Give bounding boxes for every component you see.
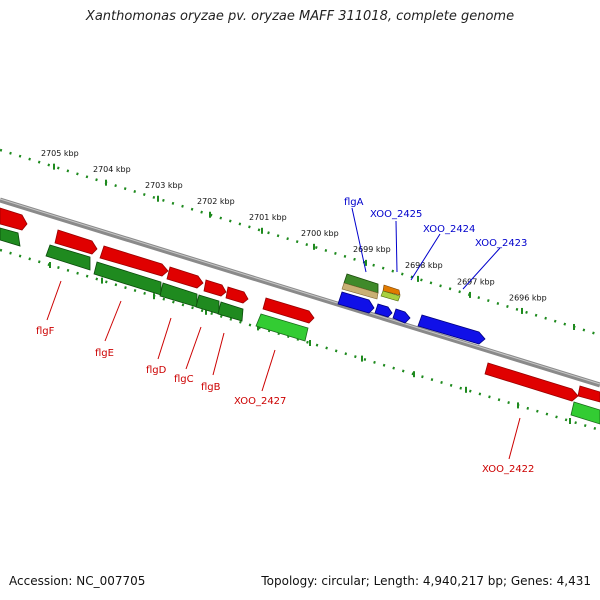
ruler-major-ticks	[49, 163, 575, 424]
gene-red-flgC[interactable]	[203, 279, 227, 297]
gene-red-XOO_2422[interactable]	[484, 362, 579, 402]
gene-label-flgF[interactable]: flgF	[36, 326, 55, 337]
gene-red-flgE[interactable]	[99, 245, 169, 277]
genes-plus-left	[0, 207, 600, 403]
gene-blue-XOO_2424[interactable]	[392, 308, 411, 324]
gene-label-flgB[interactable]: flgB	[201, 382, 221, 393]
gene-blue-XOO_2423[interactable]	[417, 314, 486, 345]
kbp-label: 2705 kbp	[41, 149, 79, 158]
gene-lightgreen-XOO_2427[interactable]	[255, 313, 309, 342]
gene-blue-XOO_2425[interactable]	[374, 303, 393, 318]
gene-label-XOO_2422[interactable]: XOO_2422	[482, 464, 534, 475]
gene-label-flgE[interactable]: flgE	[95, 348, 114, 359]
genes-upper-right	[341, 273, 401, 302]
gene-label-flgC[interactable]: flgC	[174, 374, 194, 385]
gene-red-flgD[interactable]	[166, 266, 204, 289]
gene-label-XOO_2424[interactable]: XOO_2424	[423, 224, 475, 235]
gene-lightgreen-right-edge[interactable]	[570, 401, 600, 425]
gene-labels: flgF flgE flgD flgC flgB XOO_2427 XOO_24…	[36, 197, 534, 475]
gene-green-flgC[interactable]	[195, 294, 220, 315]
kbp-label: 2700 kbp	[301, 229, 339, 238]
gene-orange-XOO_2425[interactable]	[382, 284, 401, 296]
gene-label-flgA[interactable]: flgA	[344, 197, 364, 208]
gene-green-flgF[interactable]	[45, 244, 91, 271]
map-title: Xanthomonas oryzae pv. oryzae MAFF 31101…	[85, 9, 515, 24]
genes-minus-left	[0, 227, 600, 425]
gene-yellowgreen-XOO_2425[interactable]	[380, 290, 401, 302]
gene-red-XOO_2427[interactable]	[262, 297, 315, 324]
topology-label: Topology: circular; Length: 4,940,217 bp…	[261, 574, 591, 588]
kbp-label: 2702 kbp	[197, 197, 235, 206]
gene-label-XOO_2423[interactable]: XOO_2423	[475, 238, 527, 249]
gene-tan-flgA[interactable]	[341, 282, 379, 300]
kbp-label: 2704 kbp	[93, 165, 131, 174]
gene-green-flgB[interactable]	[217, 301, 244, 322]
gene-red-right-edge[interactable]	[577, 385, 600, 403]
kbp-label: 2701 kbp	[249, 213, 287, 222]
ruler-lower	[0, 248, 600, 432]
kbp-label: 2698 kbp	[405, 261, 443, 270]
genome-backbone-highlight	[0, 198, 600, 385]
label-leader-lines	[46, 207, 521, 460]
kbp-labels: 2705 kbp 2704 kbp 2703 kbp 2702 kbp 2701 kbp…	[41, 149, 547, 302]
kbp-label: 2699 kbp	[353, 245, 391, 254]
gene-label-flgD[interactable]: flgD	[146, 365, 167, 376]
gene-red-flgB[interactable]	[225, 286, 249, 304]
gene-red-flgF[interactable]	[54, 229, 98, 255]
kbp-label: 2697 kbp	[457, 277, 495, 286]
kbp-label: 2696 kbp	[509, 293, 547, 302]
gene-label-XOO_2427[interactable]: XOO_2427	[234, 396, 286, 407]
gene-green-0[interactable]	[0, 227, 21, 247]
gene-blue-1[interactable]	[337, 291, 375, 314]
accession-label: Accession: NC_007705	[9, 574, 146, 588]
genes-blue	[337, 291, 486, 345]
gene-red-1[interactable]	[0, 207, 28, 231]
kbp-label: 2703 kbp	[145, 181, 183, 190]
gene-label-XOO_2425[interactable]: XOO_2425	[370, 209, 422, 220]
genome-backbone	[0, 197, 600, 388]
